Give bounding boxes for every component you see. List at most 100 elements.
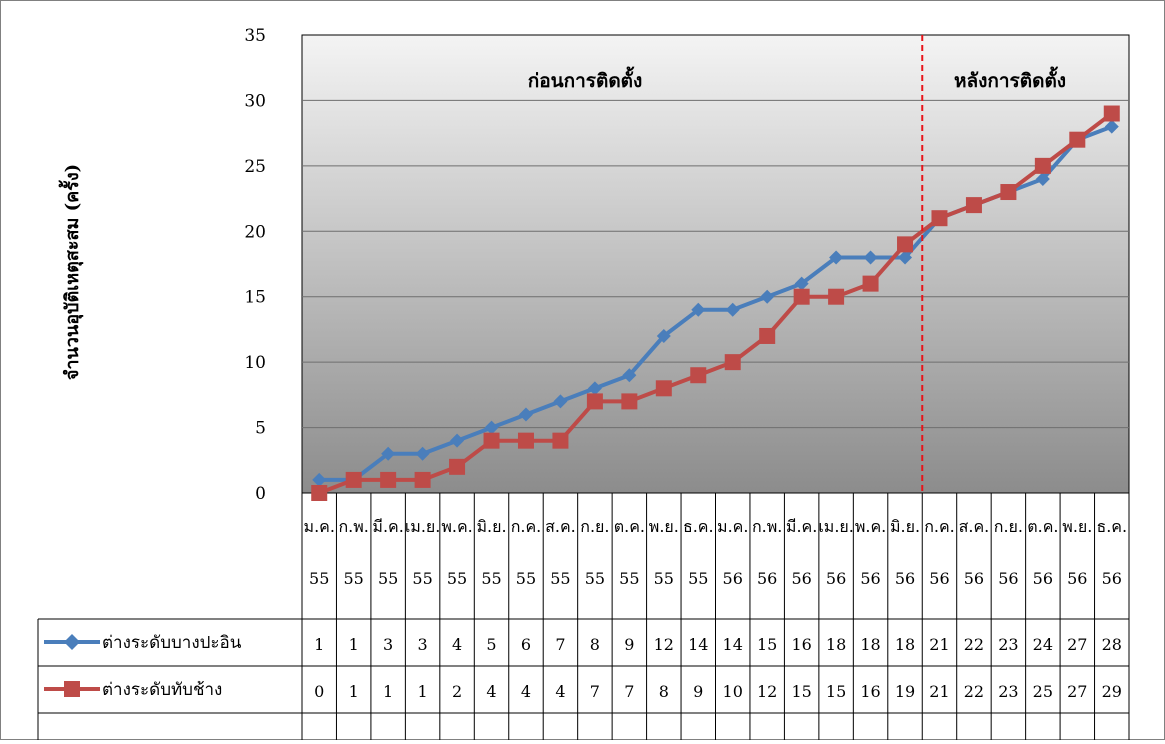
- x-tick-year: 56: [1033, 569, 1053, 588]
- point: [1034, 157, 1051, 174]
- point: [724, 354, 741, 371]
- point: [931, 210, 948, 227]
- point: [552, 432, 569, 449]
- data-label: 15: [757, 635, 777, 654]
- data-label: 21: [929, 682, 949, 701]
- annotation-before: ก่อนการติดตั้ง: [528, 66, 643, 92]
- x-tick-year: 56: [929, 569, 949, 588]
- x-tick-year: 55: [619, 569, 639, 588]
- point: [622, 368, 637, 383]
- x-tick-year: 55: [447, 569, 467, 588]
- data-label: 22: [964, 635, 984, 654]
- data-label: 4: [486, 682, 496, 701]
- point: [449, 458, 466, 475]
- annotation-after: หลังการติดตั้ง: [954, 66, 1066, 92]
- point: [690, 367, 707, 384]
- x-tick-year: 55: [654, 569, 674, 588]
- data-label: 16: [791, 635, 811, 654]
- x-tick-month: ม.ค.: [304, 517, 335, 536]
- data-label: 6: [521, 635, 531, 654]
- x-tick-month: ส.ค.: [959, 517, 990, 536]
- x-tick-year: 55: [585, 569, 605, 588]
- point: [760, 289, 775, 304]
- point: [898, 250, 913, 265]
- x-tick-year: 55: [516, 569, 536, 588]
- x-tick-month: ต.ค.: [1027, 517, 1058, 536]
- data-label: 12: [757, 682, 777, 701]
- point: [484, 420, 499, 435]
- x-tick-year: 56: [1067, 569, 1087, 588]
- data-label: 9: [693, 682, 703, 701]
- point: [312, 472, 327, 487]
- x-tick-year: 56: [998, 569, 1018, 588]
- data-label: 18: [895, 635, 915, 654]
- legend-marker: [64, 681, 80, 697]
- point: [586, 393, 603, 410]
- point: [380, 471, 397, 488]
- data-label: 19: [895, 682, 915, 701]
- x-tick-month: มี.ค.: [372, 517, 403, 536]
- point: [725, 302, 740, 317]
- x-tick-year: 55: [412, 569, 432, 588]
- data-label: 0: [314, 682, 324, 701]
- x-tick-month: ม.ค.: [717, 517, 748, 536]
- point: [621, 393, 638, 410]
- y-tick-label: 5: [255, 419, 266, 439]
- data-label: 8: [590, 635, 600, 654]
- x-tick-month: มี.ค.: [786, 517, 817, 536]
- x-tick-year: 56: [757, 569, 777, 588]
- data-label: 29: [1102, 682, 1122, 701]
- x-tick-month: ก.ย.: [994, 517, 1023, 536]
- series-square: [311, 105, 1120, 501]
- point: [450, 433, 465, 448]
- point: [829, 250, 844, 265]
- point: [587, 381, 602, 396]
- data-table: ม.ค. 55 ก.พ. 55 มี.ค. 55 เม.ย. 55 พ.ค. 55 มิ.ย. 55 ก…: [37, 493, 1130, 740]
- x-tick-year: 56: [826, 569, 846, 588]
- data-label: 10: [723, 682, 743, 701]
- data-label: 16: [860, 682, 880, 701]
- y-tick-label: 30: [244, 91, 266, 111]
- data-label: 14: [723, 635, 743, 654]
- x-tick-month: ก.พ.: [338, 517, 368, 536]
- point: [311, 485, 328, 501]
- data-label: 1: [383, 682, 393, 701]
- data-label: 3: [418, 635, 428, 654]
- x-tick-month: เม.ย.: [405, 517, 441, 536]
- x-tick-year: 56: [964, 569, 984, 588]
- y-tick-label: 20: [244, 222, 266, 242]
- x-tick-year: 56: [723, 569, 743, 588]
- y-axis-ticks: 0 5 10 15 20 25 30 35: [244, 26, 266, 504]
- gridlines: [302, 99, 1129, 429]
- data-label: 24: [1033, 635, 1053, 654]
- data-label: 7: [624, 682, 634, 701]
- x-tick-year: 55: [481, 569, 501, 588]
- data-label: 12: [654, 635, 674, 654]
- x-tick-year: 55: [378, 569, 398, 588]
- y-tick-label: 10: [244, 353, 266, 373]
- y-axis-label: จำนวนอุบัติเหตุสะสม (ครั้ง): [58, 164, 84, 380]
- plot-area: [301, 34, 1130, 494]
- data-label: 21: [929, 635, 949, 654]
- data-label: 1: [349, 635, 359, 654]
- data-label: 1: [349, 682, 359, 701]
- x-tick-month: พ.ค.: [441, 517, 472, 536]
- point: [793, 288, 810, 305]
- data-label: 1: [314, 635, 324, 654]
- point: [691, 302, 706, 317]
- point: [415, 446, 430, 461]
- data-label: 4: [452, 635, 462, 654]
- x-tick-month: พ.ย.: [649, 517, 679, 536]
- x-tick-month: ก.พ.: [752, 517, 782, 536]
- x-tick-month: ก.ค.: [511, 517, 542, 536]
- data-label: 28: [1102, 635, 1122, 654]
- x-tick-year: 55: [309, 569, 329, 588]
- point: [1069, 131, 1086, 148]
- point: [965, 197, 982, 214]
- x-tick-year: 56: [895, 569, 915, 588]
- data-label: 18: [826, 635, 846, 654]
- legend-marker: [64, 634, 80, 650]
- x-tick-year: 56: [1102, 569, 1122, 588]
- point: [863, 250, 878, 265]
